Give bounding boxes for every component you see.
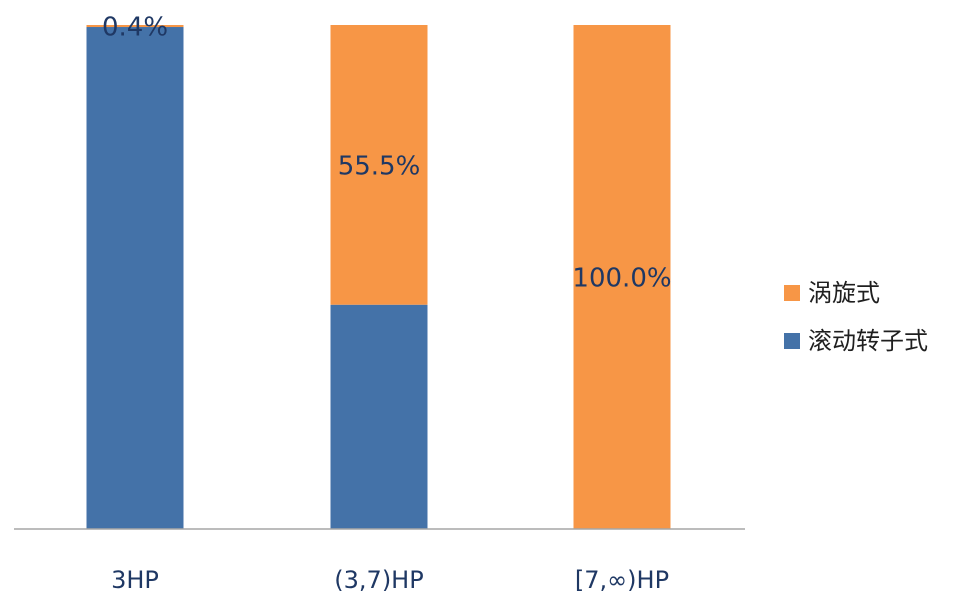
bar-segment <box>330 25 428 305</box>
bar-segment <box>86 27 184 530</box>
data-label: 100.0% <box>572 264 671 294</box>
bar-segment <box>330 304 428 529</box>
x-tick-label: [7,∞)HP <box>575 566 669 594</box>
legend-label: 涡旋式 <box>808 279 880 307</box>
legend-swatch <box>784 333 800 349</box>
bar-segment <box>573 25 671 529</box>
legend-swatch <box>784 285 800 301</box>
x-tick-label: 3HP <box>111 566 159 594</box>
x-tick-label: (3,7)HP <box>334 566 423 594</box>
legend-label: 滚动转子式 <box>808 327 928 355</box>
bar-segment <box>86 25 184 28</box>
data-label: 0.4% <box>102 13 168 43</box>
data-label: 55.5% <box>338 151 421 181</box>
